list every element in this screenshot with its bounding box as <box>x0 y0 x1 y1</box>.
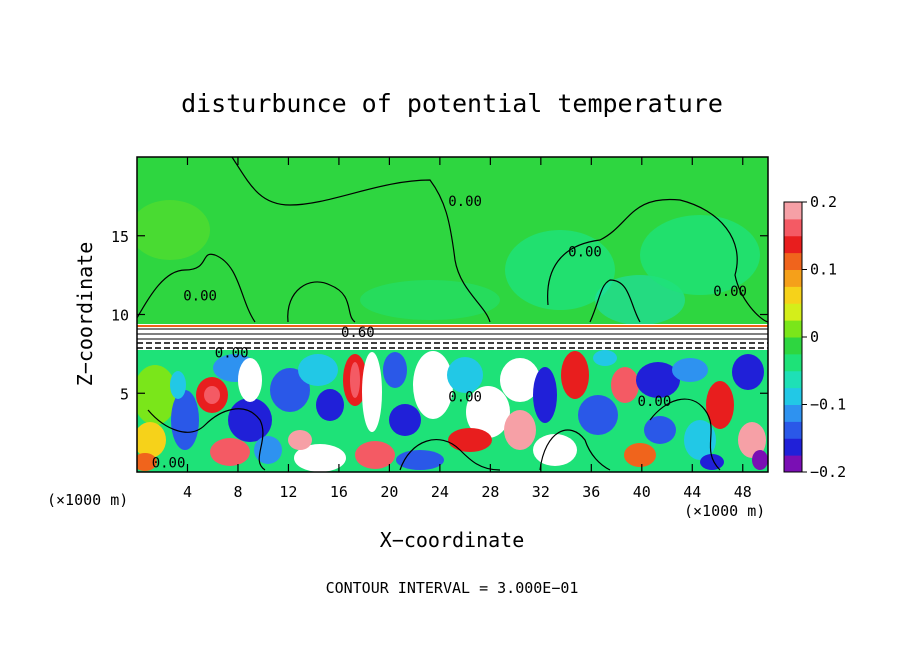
x-left-unit-label: (×1000 m) <box>47 491 128 509</box>
colorbar-ticks: 0.2 0.1 0 −0.1 −0.2 <box>802 193 846 481</box>
colorbar-swatch <box>784 252 802 270</box>
y-axis: 5 10 15 <box>111 228 768 403</box>
x-tick-label: 20 <box>380 483 398 501</box>
colorbar-swatch <box>784 421 802 439</box>
contour-labels: 0.00 0.00 0.00 0.00 0.60 0.00 0.00 0.00 0.00 <box>152 194 747 471</box>
colorbar-tick-label: 0.1 <box>810 261 837 279</box>
colorbar <box>783 201 803 473</box>
x-tick-label: 28 <box>481 483 499 501</box>
colorbar-swatch <box>784 404 802 422</box>
x-axis-title: X−coordinate <box>380 528 525 552</box>
y-tick-label: 15 <box>111 228 129 246</box>
colorbar-swatch <box>784 337 802 355</box>
colorbar-swatch <box>784 269 802 287</box>
colorbar-tick-label: −0.1 <box>810 396 846 414</box>
colorbar-tick-label: 0 <box>810 328 819 346</box>
contour-label: 0.00 <box>448 389 482 405</box>
colorbar-swatch <box>784 455 802 473</box>
y-axis-title: Z−coordinate <box>73 242 97 387</box>
x-tick-label: 40 <box>633 483 651 501</box>
contour-label: 0.60 <box>341 325 375 341</box>
x-tick-label: 8 <box>233 483 242 501</box>
contour-lines <box>137 157 768 471</box>
colorbar-swatch <box>784 202 802 220</box>
contour-label: 0.00 <box>152 456 186 472</box>
colorbar-swatch <box>784 353 802 372</box>
contour-label: 0.00 <box>448 194 482 210</box>
contour-label: 0.00 <box>215 345 249 361</box>
colorbar-swatch <box>784 235 802 254</box>
colorbar-tick-label: −0.2 <box>810 463 846 481</box>
turbulent-patches <box>137 350 768 472</box>
colorbar-swatch <box>784 286 802 304</box>
x-tick-label: 16 <box>330 483 348 501</box>
colorbar-swatch <box>784 218 802 237</box>
x-tick-label: 24 <box>431 483 449 501</box>
y-tick-label: 5 <box>120 385 129 403</box>
contour-label: 0.00 <box>713 284 747 300</box>
contour-label: 0.00 <box>638 394 672 410</box>
x-tick-label: 4 <box>183 483 192 501</box>
contour-interval-label: CONTOUR INTERVAL = 3.000E−01 <box>326 579 579 597</box>
x-tick-label: 48 <box>734 483 752 501</box>
colorbar-swatch <box>784 370 802 389</box>
x-tick-label: 36 <box>582 483 600 501</box>
x-axis: 4 8 12 16 20 24 28 32 36 40 44 48 <box>183 157 752 501</box>
x-tick-label: 32 <box>532 483 550 501</box>
colorbar-tick-label: 0.2 <box>810 193 837 211</box>
x-tick-label: 44 <box>683 483 701 501</box>
x-tick-label: 12 <box>279 483 297 501</box>
colorbar-swatch <box>784 438 802 456</box>
colorbar-swatch <box>784 303 802 321</box>
contour-label: 0.00 <box>568 245 602 261</box>
y-tick-label: 10 <box>111 307 129 325</box>
colorbar-swatch <box>784 387 802 405</box>
chart-title: disturbunce of potential temperature <box>181 89 723 118</box>
x-right-unit-label: (×1000 m) <box>684 502 765 520</box>
heatmap-field <box>137 157 768 472</box>
colorbar-swatch <box>784 320 802 338</box>
contour-label: 0.00 <box>183 289 217 305</box>
